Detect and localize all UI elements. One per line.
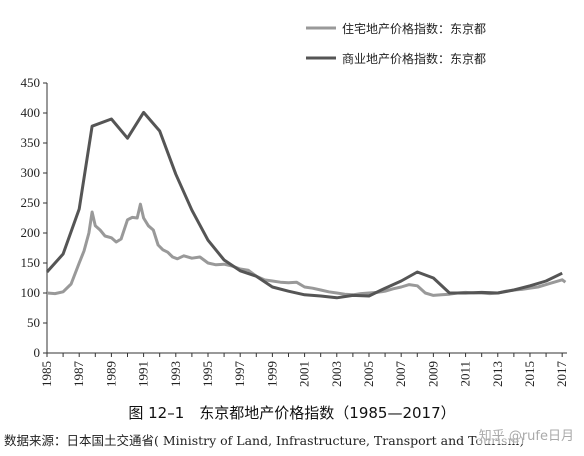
y-tick-label: 350 — [21, 135, 41, 150]
x-tick-label: 2015 — [522, 361, 537, 387]
x-tick-label: 2005 — [361, 361, 376, 387]
x-tick-label: 1985 — [39, 361, 54, 387]
plot-area — [45, 110, 567, 300]
x-tick-label: 1993 — [168, 361, 183, 387]
legend-label-commercial: 商业地产价格指数：东京都 — [342, 51, 486, 66]
watermark: 知乎 @rufe日月 — [476, 425, 576, 444]
x-tick-label: 2011 — [458, 361, 473, 387]
legend: 住宅地产价格指数：东京都 商业地产价格指数：东京都 — [306, 21, 486, 66]
x-tick-label: 1999 — [264, 361, 279, 387]
series-line-commercial — [45, 110, 563, 300]
x-tick-label: 2001 — [297, 361, 312, 387]
y-tick-label: 400 — [21, 105, 41, 120]
x-tick-label: 2017 — [554, 361, 569, 388]
x-tick-label: 2003 — [329, 361, 344, 387]
y-tick-label: 100 — [21, 285, 41, 300]
x-tick-label: 1997 — [232, 361, 247, 388]
y-tick-label: 50 — [27, 315, 40, 330]
chart-figure: 住宅地产价格指数：东京都 商业地产价格指数：东京都 0 50 100 150 200 25… — [21, 21, 570, 387]
chart-title: 图 12–1 东京都地产价格指数（1985—2017） — [128, 404, 456, 422]
y-tick-label: 200 — [21, 225, 41, 240]
source-note: 数据来源：日本国土交通省( Ministry of Land, Infrastr… — [4, 433, 525, 448]
y-tick-label: 150 — [21, 255, 41, 270]
x-tick-label: 2013 — [490, 361, 505, 387]
legend-label-residential: 住宅地产价格指数：东京都 — [342, 21, 486, 36]
y-tick-label: 450 — [21, 75, 41, 90]
x-tick-label: 2009 — [425, 361, 440, 387]
y-tick-label: 300 — [21, 165, 41, 180]
x-tick-label: 1995 — [200, 361, 215, 387]
y-tick-label: 0 — [34, 345, 41, 360]
x-tick-label: 2007 — [393, 361, 408, 388]
series-line-residential — [46, 202, 567, 297]
x-tick-label: 1991 — [136, 361, 151, 387]
axes: 0 50 100 150 200 250 300 350 400 450 1985 1987 1989 1… — [21, 75, 570, 387]
y-tick-label: 250 — [21, 195, 41, 210]
x-tick-label: 1987 — [71, 361, 86, 388]
x-tick-label: 1989 — [103, 361, 118, 387]
